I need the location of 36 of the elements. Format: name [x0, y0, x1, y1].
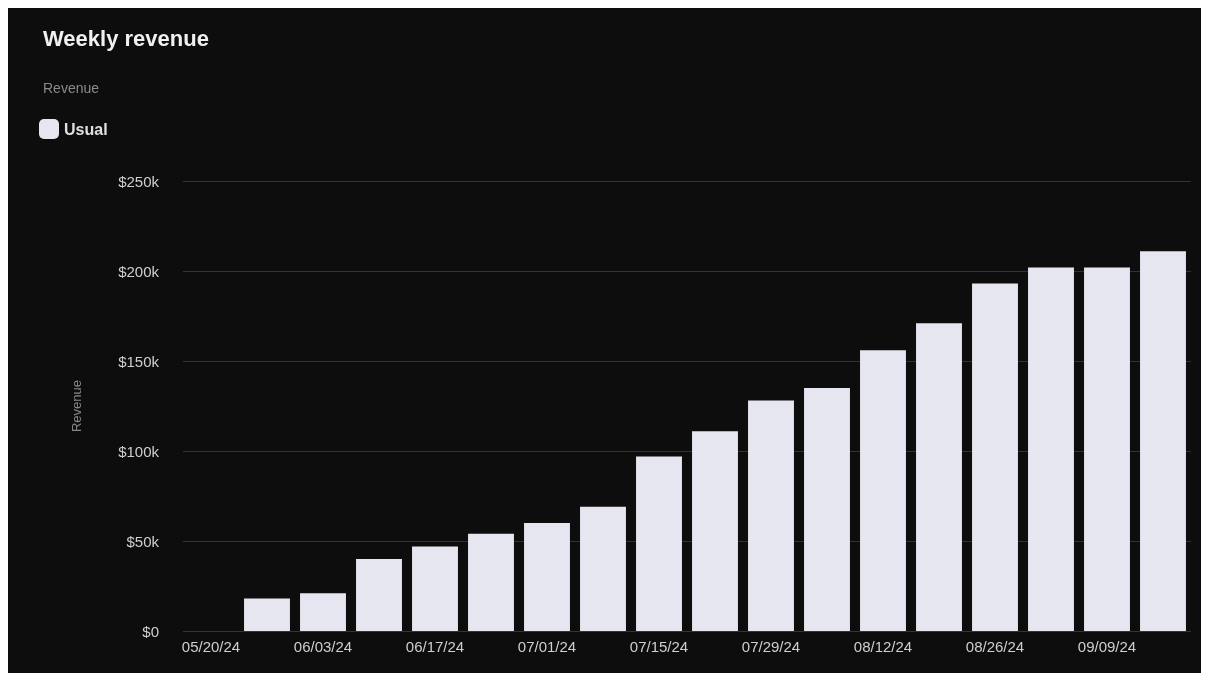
bar — [692, 431, 738, 631]
chart-title: Weekly revenue — [43, 25, 209, 51]
bar — [1028, 267, 1074, 631]
bar — [300, 593, 346, 631]
bar — [580, 506, 626, 631]
bar — [748, 400, 794, 631]
bar — [1084, 267, 1130, 631]
bar — [524, 523, 570, 631]
x-tick-label: 08/12/24 — [853, 638, 913, 655]
bar — [412, 546, 458, 631]
x-tick-label: 06/03/24 — [293, 638, 353, 655]
bar — [356, 559, 402, 631]
x-tick-label: 05/20/24 — [181, 638, 241, 655]
x-tick-label: 07/29/24 — [741, 638, 801, 655]
x-tick-label: 07/01/24 — [517, 638, 577, 655]
legend-title: Revenue — [43, 80, 100, 96]
y-tick-label: $0 — [142, 622, 159, 640]
y-axis-title: Revenue — [69, 379, 84, 433]
bar — [1140, 251, 1186, 631]
bar — [804, 388, 850, 631]
legend-label: Usual — [64, 120, 108, 138]
bar — [468, 533, 514, 631]
bar — [916, 323, 962, 631]
y-tick-label: $150k — [118, 352, 160, 370]
x-tick-label: 08/26/24 — [965, 638, 1025, 655]
bar — [972, 283, 1018, 631]
y-tick-label: $50k — [126, 532, 160, 550]
bar — [860, 350, 906, 631]
bar — [244, 598, 290, 631]
x-tick-label: 09/09/24 — [1077, 638, 1137, 655]
bar — [636, 456, 682, 631]
x-tick-label: 07/15/24 — [629, 638, 689, 655]
x-tick-label: 06/17/24 — [405, 638, 465, 655]
y-tick-label: $250k — [118, 172, 160, 190]
y-tick-label: $200k — [118, 262, 160, 280]
y-tick-label: $100k — [118, 442, 160, 460]
